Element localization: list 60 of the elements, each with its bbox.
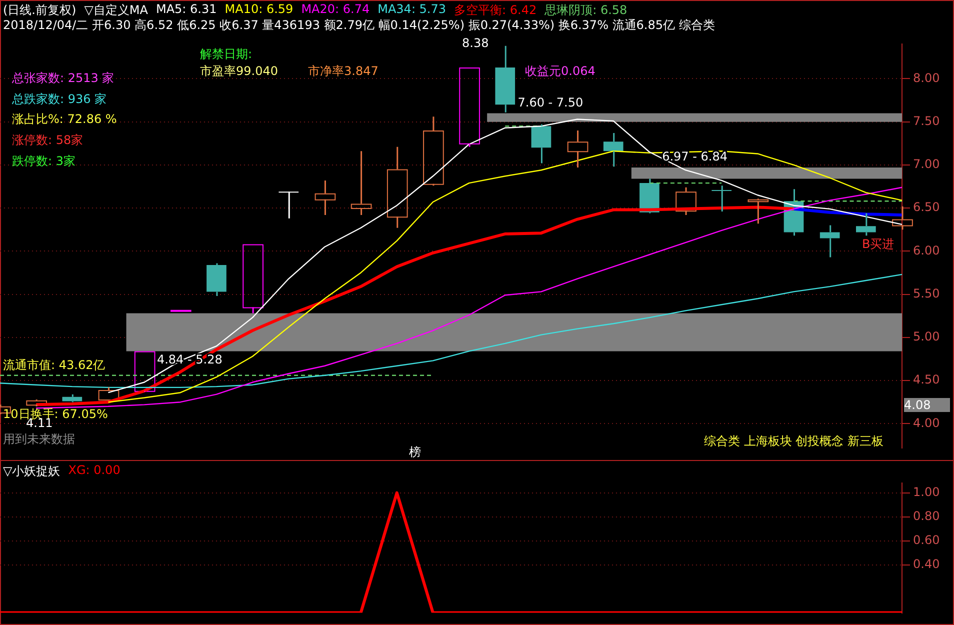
y-tick-label: 7.00 [913,157,940,172]
candlestick [350,150,372,216]
annotation: 综合类 上海板块 创投概念 新三板 [704,433,884,450]
y-tick-label: 1.00 [913,484,940,499]
y-tick-label: 0.60 [913,532,940,547]
candlestick [531,124,552,164]
annotation: 总张家数: 2513 家 [12,70,114,87]
annotation: 收益元0.064 [525,63,596,80]
chart-subtitle: ▽自定义MA [84,2,148,18]
annotation: 涨停数: 58家 [12,132,84,149]
y-tick-label: 7.50 [913,114,940,128]
band-label: 6.97 - 6.84 [662,150,728,164]
text: 2018/12/04/二 开6.30 高6.52 低6.25 收6.37 量436193 额2.79亿 幅0.14(2.25%) 振0.27(4.33%) 换6.37% 流通6.85亿 综合类 [3,17,715,34]
annotation: 用到未来数据 [3,431,75,448]
y-tick-label: 6.00 [913,243,940,258]
candlestick [712,184,732,212]
annotation: B买进 [862,236,894,253]
annotation: 榜 [409,444,421,461]
candlestick [603,132,624,168]
annotation: 总跌家数: 936 家 [12,91,107,108]
candlestick [459,67,480,148]
candlestick [62,394,82,403]
annotation: 涨占比%: 72.86 % [12,111,117,128]
y-tick-label: 5.50 [913,286,940,300]
annotation: 市盈率99.040 [200,63,278,80]
band-label: 7.60 - 7.50 [518,95,584,110]
candlestick [856,212,876,236]
y-tick-label: 0.40 [913,556,940,571]
y-tick-label: 6.50 [913,200,940,214]
text: MA34: 5.73 [378,2,446,18]
candlestick [495,45,516,114]
candlestick [423,116,444,186]
candlestick [206,262,226,297]
annotation: 跌停数: 3家 [12,153,76,170]
text: 多空平衡: 6.42 [454,2,537,19]
annotation: 8.38 [462,36,489,50]
y-tick-label: 4.00 [913,416,940,430]
candlestick [386,146,408,229]
text: 4.08 [904,398,950,412]
y-tick-label: 5.00 [913,330,940,344]
candlestick [278,190,299,220]
y-tick-label: 0.80 [913,508,940,523]
y-tick-label: 4.50 [913,372,940,387]
text: MA5: 6.31 [156,2,217,18]
candlestick [314,180,336,216]
annotation: 市净率3.847 [308,63,378,80]
text: XG: 0.00 [68,463,120,479]
annotation: 流通市值: 43.62亿 [3,357,106,374]
candlestick [242,244,264,314]
annotation: 解禁日期: [200,46,252,63]
candlestick [820,224,840,258]
y-tick-label: 8.00 [913,70,940,85]
candlestick [676,186,696,216]
chart-title: ▽小妖捉妖 [3,463,60,480]
text: MA10: 6.59 [224,2,294,18]
candlestick [748,198,769,224]
chart-title: (日线.前复权) [3,2,76,19]
text: 思琳阴顶: 6.58 [544,2,628,19]
text: MA20: 6.74 [301,2,370,18]
candlestick [567,130,588,168]
